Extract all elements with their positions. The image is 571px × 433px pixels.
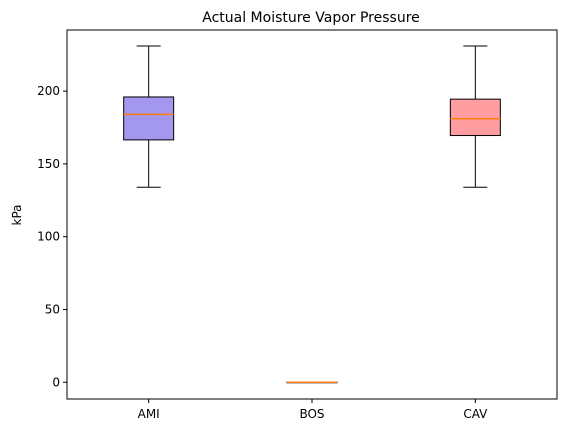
y-tick-label: 50 <box>45 302 60 316</box>
y-tick-label: 150 <box>37 157 60 171</box>
y-tick-label: 200 <box>37 84 60 98</box>
box-cav <box>449 98 501 137</box>
chart-title: Actual Moisture Vapor Pressure <box>202 10 420 26</box>
x-tick-label: CAV <box>463 407 488 421</box>
plot-frame <box>66 29 558 400</box>
x-tick-label: BOS <box>299 407 324 421</box>
box-ami <box>123 96 175 141</box>
y-axis-label: kPa <box>10 205 24 226</box>
y-tick-label: 0 <box>52 375 60 389</box>
y-tick-label: 100 <box>37 230 60 244</box>
x-tick-label: AMI <box>138 407 160 421</box>
